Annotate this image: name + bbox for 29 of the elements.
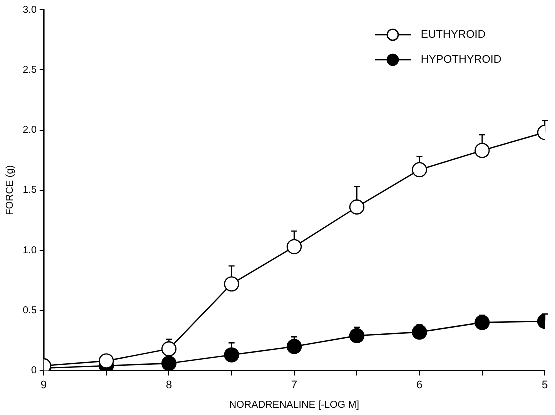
point xyxy=(98,354,114,369)
y-tick-label: 2.5 xyxy=(22,64,38,76)
y-tick-label: 0 xyxy=(31,366,38,377)
x-tick-label: 9 xyxy=(40,379,47,392)
y-axis-title: FORCE (g) xyxy=(4,165,16,216)
point xyxy=(286,339,302,354)
point xyxy=(349,328,365,344)
y-tick-label: 1.0 xyxy=(22,245,38,256)
y-tick-label: 0.5 xyxy=(22,305,38,316)
x-tick-label: 6 xyxy=(416,379,423,392)
legend-label: HYPOTHYROID xyxy=(421,54,502,66)
y-tick-label: 3.0 xyxy=(22,4,38,16)
y-tick-label: 2.0 xyxy=(22,125,38,136)
point xyxy=(162,342,177,357)
x-tick-label: 5 xyxy=(542,379,548,392)
point xyxy=(412,162,428,178)
point xyxy=(162,356,177,371)
x-axis-title: NORADRENALINE [-LOG M] xyxy=(229,400,360,411)
y-tick-label: 1.5 xyxy=(22,185,38,196)
point xyxy=(286,239,302,255)
point xyxy=(412,324,428,340)
point xyxy=(474,315,490,330)
x-tick-label: 7 xyxy=(291,379,298,392)
legend-label: EUTHYROID xyxy=(421,29,486,42)
point xyxy=(224,348,240,363)
x-tick-label: 8 xyxy=(166,379,172,392)
point xyxy=(224,276,240,292)
point xyxy=(349,200,365,215)
point xyxy=(474,143,490,158)
